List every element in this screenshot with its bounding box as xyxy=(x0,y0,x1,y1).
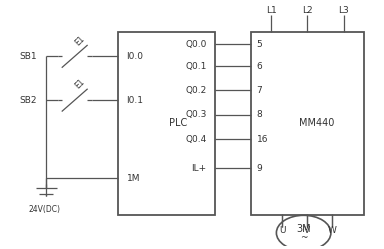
Text: SB1: SB1 xyxy=(19,52,37,61)
Bar xyxy=(251,32,364,215)
Bar xyxy=(118,32,215,215)
Text: V: V xyxy=(305,226,311,235)
Text: ~: ~ xyxy=(300,233,307,242)
Text: E1: E1 xyxy=(73,34,86,47)
Text: 16: 16 xyxy=(257,135,268,144)
Text: E1: E1 xyxy=(73,78,86,91)
Text: Q0.3: Q0.3 xyxy=(185,110,206,119)
Text: 1M: 1M xyxy=(127,174,140,183)
Text: L3: L3 xyxy=(338,5,349,15)
Text: U: U xyxy=(279,226,286,235)
Text: MM440: MM440 xyxy=(299,118,334,128)
Text: 3M: 3M xyxy=(296,224,311,234)
Text: L2: L2 xyxy=(302,5,313,15)
Text: I0.1: I0.1 xyxy=(127,96,144,105)
Text: Q0.1: Q0.1 xyxy=(185,62,206,70)
Text: Q0.2: Q0.2 xyxy=(185,86,206,95)
Text: 5: 5 xyxy=(257,40,263,49)
Text: IL+: IL+ xyxy=(191,164,206,173)
Text: Q0.0: Q0.0 xyxy=(185,40,206,49)
Text: I0.0: I0.0 xyxy=(127,52,144,61)
Text: 8: 8 xyxy=(257,110,263,119)
Text: W: W xyxy=(328,226,337,235)
Text: 7: 7 xyxy=(257,86,263,95)
Text: 6: 6 xyxy=(257,62,263,70)
Text: L1: L1 xyxy=(266,5,276,15)
Text: 24V(DC): 24V(DC) xyxy=(28,205,60,214)
Text: PLC: PLC xyxy=(169,118,187,128)
Text: 9: 9 xyxy=(257,164,263,173)
Text: Q0.4: Q0.4 xyxy=(185,135,206,144)
Text: SB2: SB2 xyxy=(19,96,37,105)
